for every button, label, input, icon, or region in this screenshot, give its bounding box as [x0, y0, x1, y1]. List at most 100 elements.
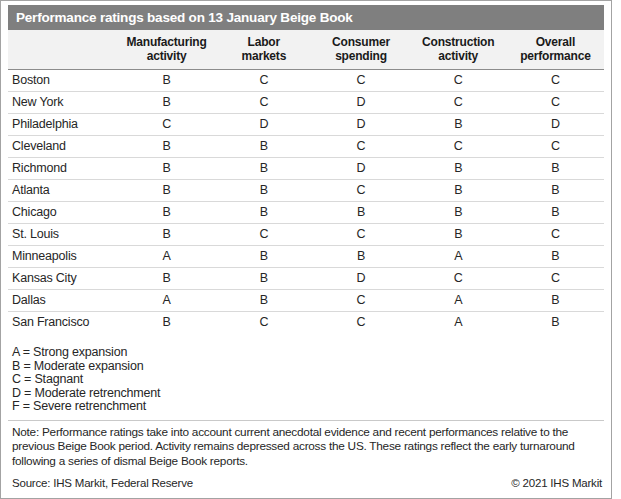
rating-cell: B [215, 158, 312, 179]
report-title-bar: Performance ratings based on 13 January … [8, 5, 604, 30]
rating-cell: D [215, 114, 312, 135]
table-row: San FranciscoBCCAB [8, 312, 604, 333]
district-label: Chicago [8, 202, 118, 223]
rating-cell: C [410, 92, 507, 113]
rating-cell: B [507, 202, 604, 223]
report-frame: Performance ratings based on 13 January … [0, 0, 612, 499]
rating-cell: B [507, 180, 604, 201]
note-text: Note: Performance ratings take into acco… [12, 425, 602, 469]
rating-cell: A [410, 312, 507, 333]
rating-cell: C [312, 290, 409, 311]
rating-cell: B [118, 158, 215, 179]
rating-cell: C [507, 224, 604, 245]
rating-cell: B [118, 202, 215, 223]
rating-legend: A = Strong expansionB = Moderate expansi… [12, 346, 604, 414]
district-label: St. Louis [8, 224, 118, 245]
rating-cell: A [118, 246, 215, 267]
district-label: Richmond [8, 158, 118, 179]
column-header: Manufacturing activity [118, 35, 215, 63]
rating-cell: B [312, 246, 409, 267]
rating-cell: B [118, 180, 215, 201]
report-title: Performance ratings based on 13 January … [16, 10, 353, 25]
rating-cell: C [215, 92, 312, 113]
column-header: Overall performance [507, 35, 604, 63]
rating-cell: A [118, 290, 215, 311]
rating-cell: D [507, 114, 604, 135]
rating-cell: B [118, 268, 215, 289]
legend-item: B = Moderate expansion [12, 360, 604, 374]
district-label: San Francisco [8, 312, 118, 333]
district-label: Minneapolis [8, 246, 118, 267]
rating-cell: B [215, 202, 312, 223]
district-label: Atlanta [8, 180, 118, 201]
copyright-text: © 2021 IHS Markit [511, 477, 602, 489]
rating-cell: C [507, 268, 604, 289]
rating-cell: B [410, 158, 507, 179]
rating-cell: C [215, 224, 312, 245]
district-label: Boston [8, 70, 118, 91]
rating-cell: D [312, 114, 409, 135]
district-label: New York [8, 92, 118, 113]
table-row: DallasABCAB [8, 290, 604, 312]
rating-cell: B [410, 224, 507, 245]
rating-cell: C [312, 312, 409, 333]
district-label: Cleveland [8, 136, 118, 157]
rating-cell: B [118, 224, 215, 245]
note-divider [8, 420, 604, 421]
district-label: Philadelphia [8, 114, 118, 135]
rating-cell: D [312, 268, 409, 289]
district-label: Dallas [8, 290, 118, 311]
rating-cell: B [507, 290, 604, 311]
legend-item: A = Strong expansion [12, 346, 604, 360]
rating-cell: B [215, 136, 312, 157]
table-row: New YorkBCDCC [8, 92, 604, 114]
rating-cell: C [312, 224, 409, 245]
rating-cell: C [312, 70, 409, 91]
rating-cell: B [410, 180, 507, 201]
table-row: St. LouisBCCBC [8, 224, 604, 246]
table-row: ChicagoBBBBB [8, 202, 604, 224]
rating-cell: B [215, 180, 312, 201]
source-text: Source: IHS Markit, Federal Reserve [12, 477, 193, 489]
table-row: PhiladelphiaCDDBD [8, 114, 604, 136]
rating-cell: B [410, 114, 507, 135]
table-row: BostonBCCCC [8, 70, 604, 92]
rating-cell: A [410, 246, 507, 267]
rating-cell: B [118, 70, 215, 91]
rating-cell: C [507, 136, 604, 157]
rating-cell: C [410, 136, 507, 157]
rating-cell: B [215, 268, 312, 289]
rating-cell: B [312, 202, 409, 223]
table-row: MinneapolisABBAB [8, 246, 604, 268]
rating-cell: C [215, 312, 312, 333]
column-header: Construction activity [410, 35, 507, 63]
rating-cell: C [312, 136, 409, 157]
column-header: Labor markets [215, 35, 312, 63]
table-header-row: Manufacturing activityLabor marketsConsu… [8, 30, 604, 70]
rating-cell: B [118, 312, 215, 333]
rating-cell: D [312, 92, 409, 113]
rating-cell: D [312, 158, 409, 179]
legend-item: D = Moderate retrenchment [12, 387, 604, 401]
table-row: ClevelandBBCCC [8, 136, 604, 158]
legend-item: C = Stagnant [12, 373, 604, 387]
rating-cell: B [215, 246, 312, 267]
column-header: Consumer spending [312, 35, 409, 63]
table-row: AtlantaBBCBB [8, 180, 604, 202]
footer: Source: IHS Markit, Federal Reserve © 20… [12, 477, 602, 489]
rating-cell: C [507, 70, 604, 91]
rating-cell: C [312, 180, 409, 201]
rating-cell: B [507, 246, 604, 267]
rating-cell: B [410, 202, 507, 223]
district-label: Kansas City [8, 268, 118, 289]
table-row: Kansas CityBBDCC [8, 268, 604, 290]
rating-cell: A [410, 290, 507, 311]
rating-cell: C [215, 70, 312, 91]
district-column-header [8, 35, 118, 63]
rating-cell: B [118, 92, 215, 113]
rating-cell: C [410, 70, 507, 91]
rating-cell: C [118, 114, 215, 135]
rating-cell: B [507, 158, 604, 179]
rating-cell: B [215, 290, 312, 311]
rating-cell: C [507, 92, 604, 113]
